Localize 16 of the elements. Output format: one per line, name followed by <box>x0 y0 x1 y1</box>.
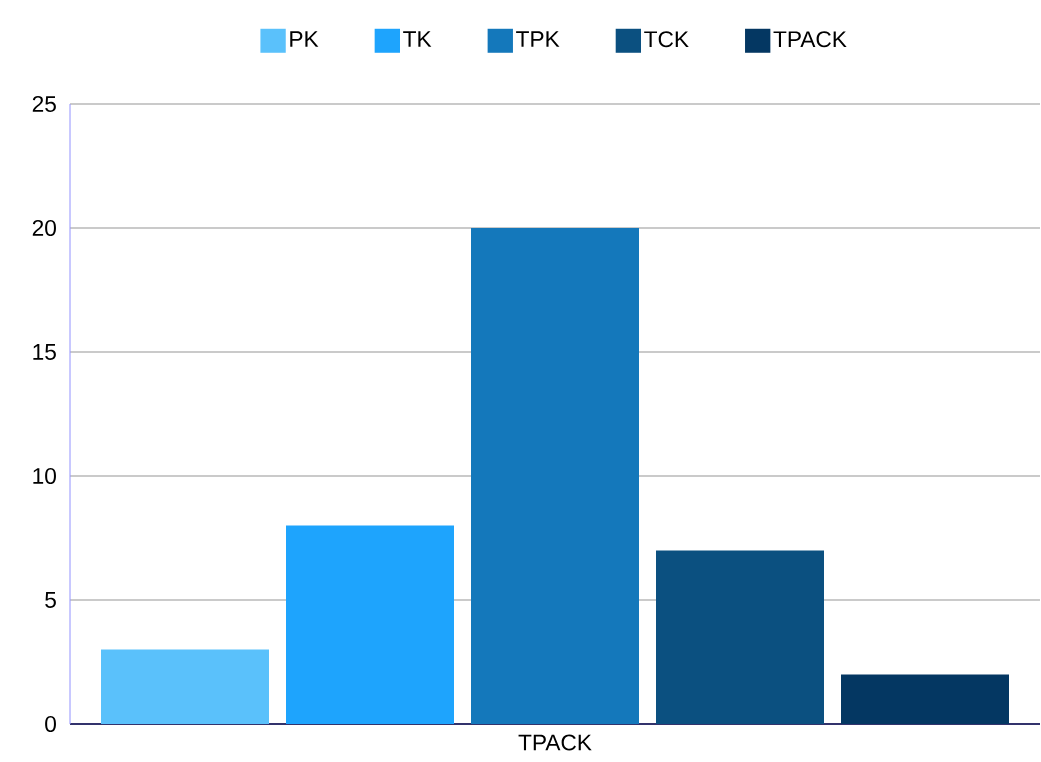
y-tick-label: 20 <box>32 219 56 237</box>
bar <box>656 550 824 724</box>
legend-label: TCK <box>644 31 689 48</box>
legend-label: PK <box>290 31 319 47</box>
y-tick-label: 10 <box>33 467 56 485</box>
y-tick-label: 25 <box>32 95 56 113</box>
y-tick-label: 5 <box>45 592 56 608</box>
legend-label: TPACK <box>773 31 847 48</box>
bar <box>841 674 1010 724</box>
legend-label: TK <box>403 31 432 47</box>
legend-label: TPK <box>516 31 560 47</box>
bar <box>471 227 639 724</box>
bar <box>286 525 454 724</box>
y-tick-label: 15 <box>33 344 56 360</box>
y-tick-label: 0 <box>45 715 56 733</box>
bar <box>101 649 269 724</box>
